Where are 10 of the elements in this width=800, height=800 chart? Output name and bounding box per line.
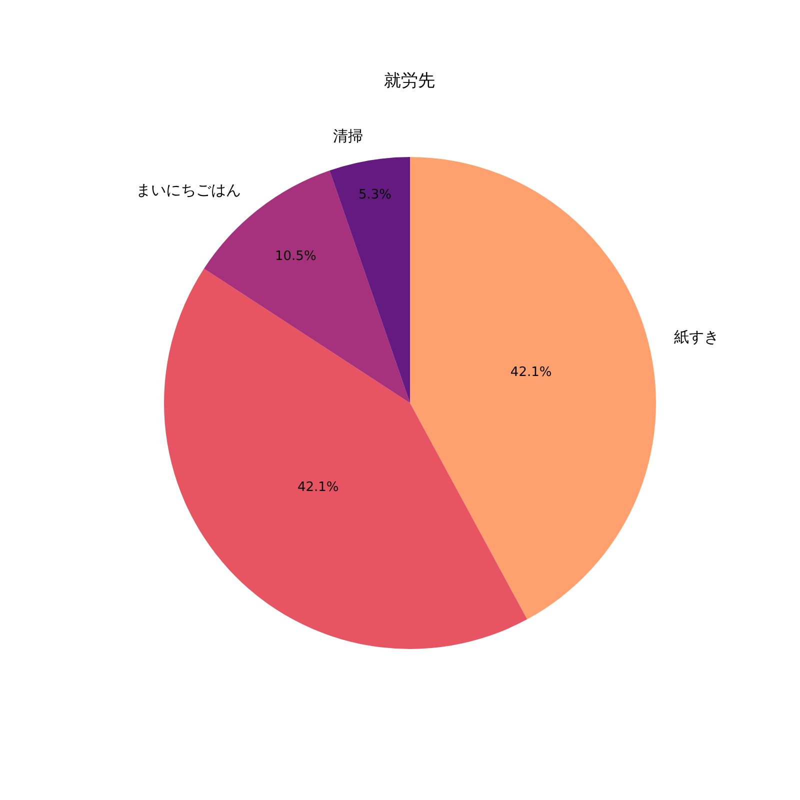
data-label: 42.1%	[297, 480, 339, 496]
slice-label: 紙すき	[674, 328, 719, 346]
slice-label: 清掃	[333, 127, 363, 145]
slice-label: まいにちごはん	[136, 181, 241, 199]
data-label: 42.1%	[510, 364, 552, 380]
pie-slice	[330, 157, 410, 403]
data-label: 10.5%	[274, 249, 316, 264]
data-label: 5.3%	[358, 187, 392, 202]
chart-title: 就労先	[384, 70, 436, 91]
pie-slice	[410, 157, 656, 620]
